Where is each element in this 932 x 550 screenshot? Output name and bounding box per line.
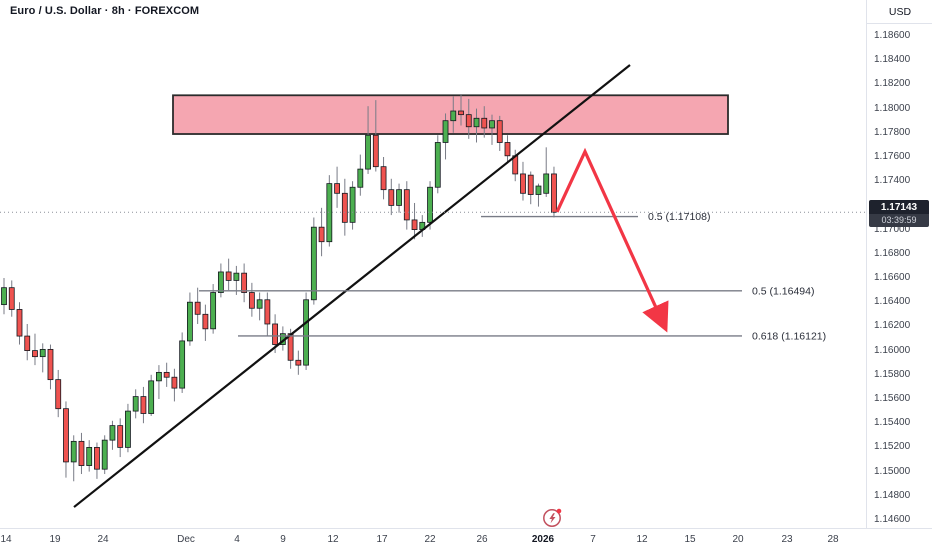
price-tick-label: 1.14600 <box>874 514 911 525</box>
time-tick-label: 7 <box>590 534 596 545</box>
time-tick-label: Dec <box>177 534 195 545</box>
price-tick-label: 1.16400 <box>874 296 911 308</box>
price-tick-label: 1.18000 <box>874 102 911 114</box>
time-tick-label: 12 <box>327 534 339 545</box>
last-price-badge[interactable]: 1.17143 03:39:59 <box>869 200 929 227</box>
flash-logo-icon[interactable] <box>541 506 565 530</box>
fib-level-label: 0.5 (1.16494) <box>752 285 814 297</box>
time-tick-label: 24 <box>97 534 109 545</box>
time-tick-label: 14 <box>0 534 12 545</box>
currency-label: USD <box>888 6 912 18</box>
fib-level-label: 0.618 (1.16121) <box>752 330 826 342</box>
lightning-bolt-icon <box>549 513 556 524</box>
time-tick-label: 15 <box>684 534 696 545</box>
price-tick-label: 1.15200 <box>874 441 911 453</box>
last-price-value: 1.17143 <box>869 200 929 214</box>
time-tick-label: 4 <box>234 534 240 545</box>
symbol-title[interactable]: Euro / U.S. Dollar · 8h · FOREXCOM <box>10 5 200 17</box>
price-tick-label: 1.18200 <box>874 78 911 90</box>
time-tick-label: 22 <box>424 534 436 545</box>
trendline[interactable] <box>73 64 631 508</box>
time-axis[interactable]: 14 19 24 Dec 4 9 12 17 22 26 2026 7 12 15 20 23 28 <box>0 528 932 550</box>
price-tick-label: 1.18400 <box>874 54 911 66</box>
time-tick-label: 20 <box>732 534 744 545</box>
fib-level-label: 0.5 (1.17108) <box>648 211 710 223</box>
logo-circle <box>543 509 561 527</box>
notification-dot <box>556 508 562 514</box>
price-tick-label: 1.17800 <box>874 126 911 138</box>
time-tick-label: 26 <box>476 534 488 545</box>
candles-layer <box>1 94 557 482</box>
price-tick-label: 1.16200 <box>874 320 911 332</box>
price-tick-label: 1.16600 <box>874 272 911 283</box>
price-tick-label: 1.17000 <box>874 223 911 235</box>
price-tick-label: 1.17400 <box>874 175 911 187</box>
price-tick-label: 1.16800 <box>874 247 911 259</box>
projection-arrow[interactable] <box>555 147 669 333</box>
time-tick-label: 28 <box>827 534 839 545</box>
price-axis[interactable]: USD 1.18600 1.18400 1.18200 1.18000 1.17800 1… <box>866 0 932 528</box>
time-tick-label: 12 <box>636 534 648 545</box>
price-tick-label: 1.15400 <box>874 417 911 429</box>
price-tick-label: 1.15600 <box>874 393 911 404</box>
time-tick-label: 19 <box>49 534 61 545</box>
bar-countdown: 03:39:59 <box>869 214 929 227</box>
time-tick-label: 17 <box>376 534 388 545</box>
fib-levels-layer[interactable]: 0.5 (1.17108) 0.5 (1.16494) 0.618 (1.16121… <box>199 211 826 342</box>
price-tick-label: 1.17600 <box>874 151 911 162</box>
price-tick-label: 1.15800 <box>874 368 911 380</box>
price-tick-label: 1.14800 <box>874 489 911 501</box>
axis-divider <box>867 23 932 24</box>
time-tick-label: 23 <box>781 534 793 545</box>
price-tick-label: 1.18600 <box>874 30 911 41</box>
price-tick-label: 1.15000 <box>874 465 911 477</box>
time-tick-label: 2026 <box>531 534 555 545</box>
time-tick-label: 9 <box>280 534 286 545</box>
price-tick-label: 1.16000 <box>874 344 911 356</box>
